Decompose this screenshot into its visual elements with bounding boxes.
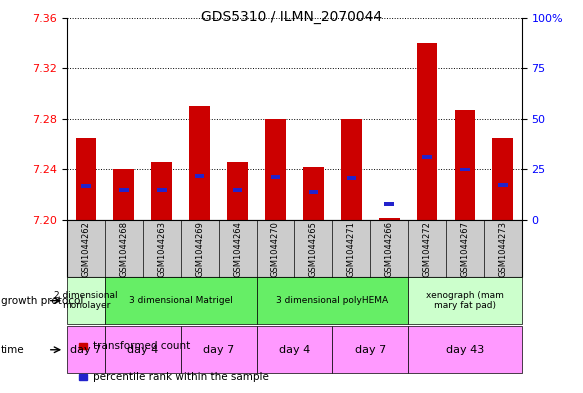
Text: transformed count: transformed count bbox=[93, 341, 191, 351]
Text: day 4: day 4 bbox=[127, 345, 159, 355]
Bar bbox=[119, 188, 129, 192]
Bar bbox=[157, 188, 167, 192]
Text: GSM1044263: GSM1044263 bbox=[157, 220, 166, 277]
Bar bbox=[76, 138, 96, 220]
Bar bbox=[81, 184, 91, 188]
Text: GSM1044269: GSM1044269 bbox=[195, 220, 204, 277]
Bar bbox=[493, 138, 513, 220]
Text: 2 dimensional
monolayer: 2 dimensional monolayer bbox=[54, 291, 118, 310]
Bar bbox=[346, 176, 356, 180]
Text: GSM1044271: GSM1044271 bbox=[347, 220, 356, 277]
Text: GSM1044273: GSM1044273 bbox=[498, 220, 507, 277]
Bar bbox=[303, 167, 324, 220]
Bar bbox=[308, 190, 318, 194]
Text: day 7: day 7 bbox=[354, 345, 386, 355]
Bar bbox=[417, 43, 437, 220]
Text: time: time bbox=[1, 345, 25, 355]
Bar bbox=[189, 106, 210, 220]
Text: GSM1044264: GSM1044264 bbox=[233, 220, 242, 277]
Bar bbox=[233, 188, 243, 192]
Bar bbox=[265, 119, 286, 220]
Text: day 43: day 43 bbox=[446, 345, 484, 355]
Text: growth protocol: growth protocol bbox=[1, 296, 83, 306]
Text: GSM1044262: GSM1044262 bbox=[82, 220, 90, 277]
Bar bbox=[341, 119, 361, 220]
Text: GDS5310 / ILMN_2070044: GDS5310 / ILMN_2070044 bbox=[201, 10, 382, 24]
Text: GSM1044270: GSM1044270 bbox=[271, 220, 280, 277]
Bar bbox=[384, 202, 394, 206]
Text: GSM1044266: GSM1044266 bbox=[385, 220, 394, 277]
Text: day 7: day 7 bbox=[203, 345, 234, 355]
Bar bbox=[195, 174, 205, 178]
Bar bbox=[422, 155, 432, 159]
Text: GSM1044267: GSM1044267 bbox=[461, 220, 469, 277]
Bar bbox=[271, 175, 280, 179]
Text: day 7: day 7 bbox=[71, 345, 101, 355]
Bar bbox=[455, 110, 475, 220]
Bar bbox=[460, 167, 470, 171]
Text: xenograph (mam
mary fat pad): xenograph (mam mary fat pad) bbox=[426, 291, 504, 310]
Text: percentile rank within the sample: percentile rank within the sample bbox=[93, 372, 269, 382]
Text: GSM1044272: GSM1044272 bbox=[423, 220, 431, 277]
Bar bbox=[498, 183, 508, 187]
Bar bbox=[227, 162, 248, 220]
Bar bbox=[379, 218, 399, 220]
Text: 3 dimensional Matrigel: 3 dimensional Matrigel bbox=[129, 296, 233, 305]
Text: GSM1044265: GSM1044265 bbox=[309, 220, 318, 277]
Text: day 4: day 4 bbox=[279, 345, 310, 355]
Text: 3 dimensional polyHEMA: 3 dimensional polyHEMA bbox=[276, 296, 388, 305]
Bar bbox=[114, 169, 134, 220]
Bar bbox=[152, 162, 172, 220]
Text: GSM1044268: GSM1044268 bbox=[120, 220, 128, 277]
